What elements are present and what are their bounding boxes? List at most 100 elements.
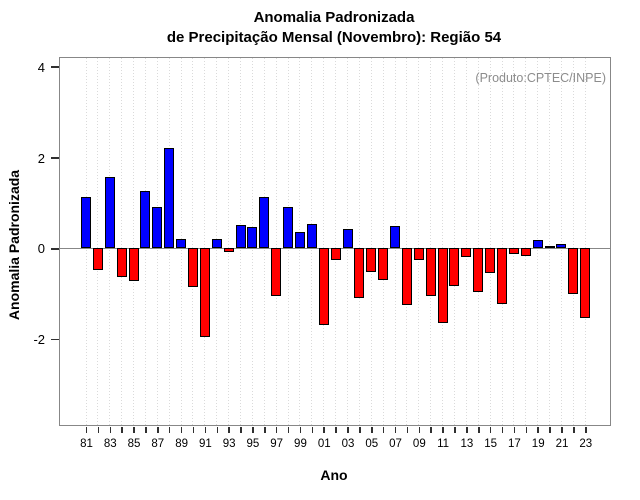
y-tick-label-4: 4 [37, 59, 45, 75]
x-tick-label-15: 15 [484, 438, 498, 450]
bar-92 [211, 239, 222, 249]
gridline-11 [442, 58, 444, 425]
x-tick-12 [454, 427, 456, 433]
x-tick-05 [371, 427, 373, 433]
x-tick-label-85: 85 [127, 438, 141, 450]
x-tick-92 [216, 427, 218, 433]
x-tick-16 [501, 427, 504, 433]
x-tick-94 [240, 427, 242, 433]
bar-07 [390, 226, 401, 249]
x-tick-87 [157, 427, 159, 433]
bar-91 [199, 248, 210, 337]
plot-area: (Produto:CPTEC/INPE) [59, 57, 611, 426]
gridline-02 [335, 58, 337, 425]
bar-18 [520, 248, 531, 256]
bar-08 [401, 248, 412, 305]
x-tick-84 [121, 427, 123, 433]
x-tick-label-95: 95 [246, 438, 260, 450]
gridline-20 [549, 58, 551, 425]
bar-11 [437, 248, 448, 323]
bar-95 [247, 227, 258, 249]
bar-87 [152, 206, 163, 249]
x-tick-label-13: 13 [460, 438, 474, 450]
gridline-91 [204, 58, 206, 425]
y-tick-4 [51, 66, 59, 68]
x-tick-label-17: 17 [508, 438, 521, 450]
bar-03 [342, 229, 353, 249]
x-tick-85 [133, 427, 135, 433]
x-tick-00 [311, 427, 314, 433]
x-tick-88 [168, 427, 171, 433]
bar-16 [497, 248, 508, 305]
bar-84 [116, 248, 127, 278]
x-tick-label-93: 93 [222, 438, 236, 450]
x-tick-label-87: 87 [151, 438, 165, 450]
y-tick--2 [51, 338, 59, 341]
gridline-16 [501, 58, 503, 425]
x-tick-01 [323, 427, 325, 433]
bar-10 [425, 248, 436, 297]
x-tick-label-03: 03 [341, 438, 355, 450]
bar-23 [580, 248, 591, 319]
bar-86 [140, 191, 151, 249]
bar-81 [81, 197, 91, 249]
gridline-09 [418, 58, 420, 425]
x-tick-label-09: 09 [412, 438, 426, 450]
x-axis-label: Ano [320, 467, 348, 483]
x-tick-label-91: 91 [198, 438, 212, 450]
x-tick-95 [252, 427, 254, 433]
x-tick-label-81: 81 [80, 438, 93, 450]
x-tick-02 [335, 427, 337, 433]
bar-82 [92, 248, 103, 270]
chart-title-line2: de Precipitação Mensal (Novembro): Regiã… [166, 29, 502, 46]
x-tick-13 [466, 427, 468, 433]
bar-83 [104, 177, 115, 249]
x-tick-90 [192, 427, 195, 433]
gridline-05 [370, 58, 372, 425]
bar-93 [223, 248, 234, 252]
gridline-15 [489, 58, 491, 425]
x-tick-17 [513, 427, 516, 433]
chart-title-line1: Anomalia Padronizada [253, 9, 415, 26]
gridline-14 [477, 58, 479, 425]
bar-88 [164, 148, 175, 249]
bar-12 [449, 248, 460, 286]
x-tick-20 [549, 427, 551, 433]
x-tick-label-83: 83 [103, 438, 117, 450]
gridline-13 [465, 58, 467, 425]
x-tick-89 [180, 427, 183, 433]
bar-20 [544, 246, 555, 249]
bar-22 [568, 248, 579, 295]
gridline-18 [525, 58, 527, 425]
gridline-10 [430, 58, 432, 425]
chart-title: Anomalia Padronizada de Precipitação Men… [59, 8, 609, 48]
y-tick-2 [51, 157, 59, 159]
bar-19 [532, 240, 543, 249]
x-tick-22 [573, 427, 575, 433]
x-tick-label-01: 01 [317, 438, 331, 450]
y-tick-label-2: 2 [37, 150, 45, 166]
gridline-97 [275, 58, 277, 425]
x-tick-93 [228, 427, 230, 433]
gridline-23 [584, 58, 586, 425]
bar-15 [485, 248, 496, 273]
bar-90 [187, 248, 198, 287]
x-tick-98 [287, 427, 290, 433]
source-annotation: (Produto:CPTEC/INPE) [475, 71, 606, 85]
x-tick-label-23: 23 [579, 438, 593, 450]
x-tick-14 [478, 427, 480, 433]
x-tick-11 [442, 427, 444, 433]
x-tick-19 [537, 427, 539, 433]
bar-85 [128, 248, 139, 281]
bar-00 [306, 224, 317, 249]
x-tick-97 [275, 427, 278, 433]
gridline-04 [358, 58, 360, 425]
gridline-17 [513, 58, 515, 425]
x-tick-18 [525, 427, 528, 433]
gridline-93 [228, 58, 230, 425]
gridline-85 [133, 58, 135, 425]
x-tick-23 [585, 427, 587, 433]
x-tick-label-21: 21 [555, 438, 569, 450]
bar-97 [271, 248, 282, 297]
